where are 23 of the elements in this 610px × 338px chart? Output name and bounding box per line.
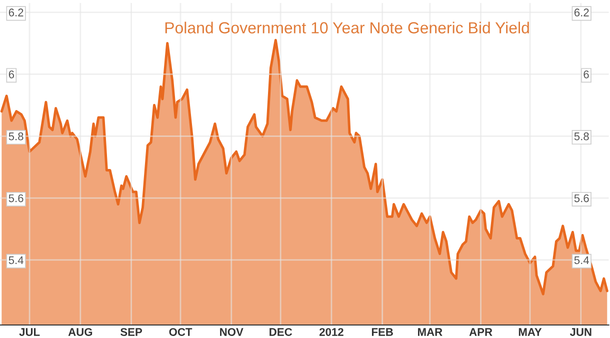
y2-tick-label: 6 — [584, 70, 589, 78]
y2-tick-label: 5.6 — [574, 194, 589, 202]
text: Poland Government 10 Year Note Generic Bid Yield — [165, 22, 529, 34]
y2-tick-label: 5.8 — [574, 132, 589, 140]
x-tick-label: MAY — [518, 328, 542, 336]
x-tick-label: DEC — [270, 328, 292, 336]
y-tick-label: 6.2 — [8, 8, 24, 16]
x-tick-label: OCT — [169, 328, 192, 336]
y-tick-label: 6 — [8, 70, 14, 78]
x-tick-label: MAR — [418, 328, 442, 336]
y-tick-label: 5.4 — [8, 256, 24, 264]
x-tick-label: AUG — [68, 328, 92, 336]
x-tick-label: FEB — [372, 328, 393, 336]
y2-tick-label: 5.4 — [574, 256, 590, 264]
y2-tick-label: 6.2 — [574, 8, 589, 16]
x-tick-label: NOV — [220, 328, 244, 336]
y-tick-label: 5.8 — [8, 132, 24, 140]
x-tick-label: JUN — [570, 328, 592, 336]
x-tick-label: 2012 — [319, 328, 344, 336]
x-tick-label: JUL — [19, 328, 40, 336]
y-tick-label: 5.6 — [8, 194, 24, 202]
x-tick-label: APR — [469, 328, 492, 336]
x-tick-label: SEP — [120, 328, 142, 336]
